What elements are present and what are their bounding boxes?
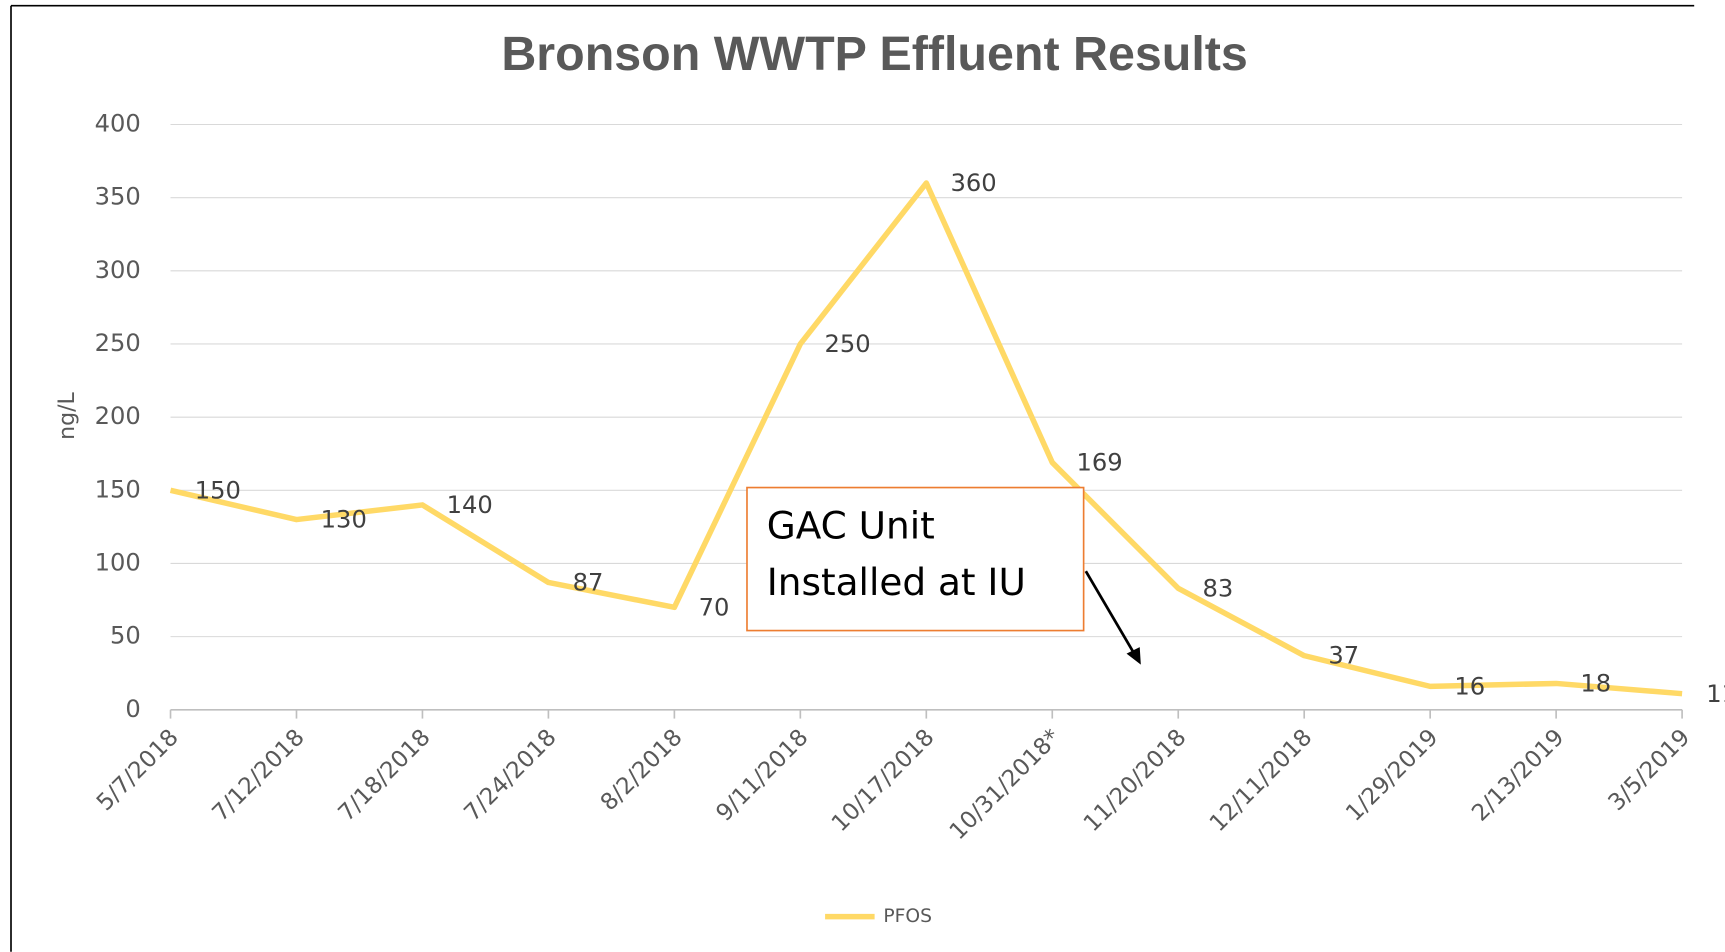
y-tick-label: 100 [95, 548, 141, 576]
legend-label: PFOS [883, 906, 932, 927]
series-line [169, 180, 1683, 697]
data-label: 18 [1580, 670, 1611, 698]
data-label: 360 [951, 169, 997, 197]
data-label: 87 [573, 569, 604, 597]
x-tick-label: 12/11/2018 [1205, 724, 1318, 837]
data-label: 140 [447, 491, 493, 519]
chart-title: Bronson WWTP Effluent Results [501, 27, 1247, 81]
y-tick-label: 300 [95, 256, 141, 284]
y-tick-label: 0 [125, 695, 140, 723]
y-tick-label: 200 [95, 402, 141, 430]
annotation-text: Installed at IU [767, 560, 1026, 604]
data-label: 16 [1454, 672, 1485, 700]
annotation-text: GAC Unit [767, 504, 935, 548]
x-tick-label: 7/12/2018 [208, 724, 310, 826]
data-label: 150 [195, 476, 241, 504]
arrow-head [1126, 647, 1141, 665]
y-tick-label: 250 [95, 329, 141, 357]
x-tick-label: 10/31/2018* [945, 724, 1066, 845]
x-tick-label: 3/5/2019 [1604, 724, 1696, 816]
data-label: 250 [825, 330, 871, 358]
data-label: 130 [321, 506, 367, 534]
x-tick-label: 8/2/2018 [596, 724, 688, 816]
y-axis-label: ng/L [55, 392, 80, 440]
data-label: 169 [1076, 449, 1122, 477]
data-label: 70 [699, 593, 730, 621]
y-tick-label: 350 [95, 183, 141, 211]
data-label: 37 [1328, 642, 1359, 670]
x-tick-label: 10/17/2018 [827, 724, 940, 837]
x-tick-label: 11/20/2018 [1079, 724, 1192, 837]
annotation-arrow [1084, 570, 1136, 655]
y-tick-label: 50 [110, 622, 141, 650]
y-tick-label: 150 [95, 475, 141, 503]
x-tick-label: 2/13/2019 [1467, 724, 1569, 826]
x-tick-label: 9/11/2018 [711, 724, 813, 826]
x-tick-label: 5/7/2018 [92, 724, 184, 816]
data-label: 11 [1706, 680, 1725, 708]
x-tick-label: 7/24/2018 [460, 724, 562, 826]
y-tick-label: 400 [95, 110, 141, 138]
data-label: 83 [1202, 574, 1233, 602]
x-tick-label: 1/29/2019 [1341, 724, 1443, 826]
x-tick-label: 7/18/2018 [334, 724, 436, 826]
annotation-box [746, 486, 1085, 632]
